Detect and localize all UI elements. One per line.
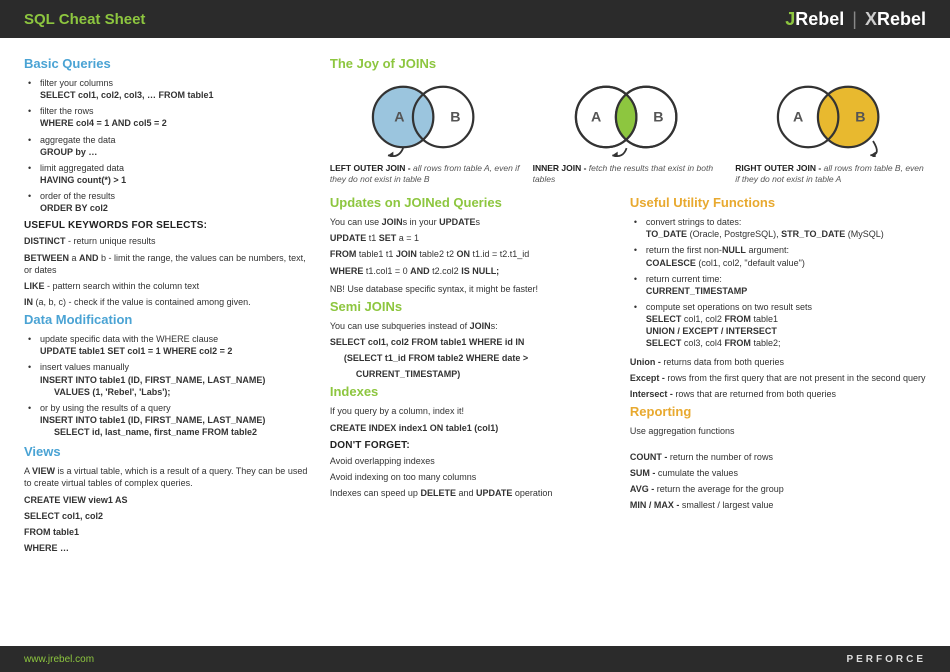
views-code: WHERE …: [24, 542, 308, 554]
views-code: CREATE VIEW view1 AS: [24, 494, 308, 506]
idx-code: CREATE INDEX index1 ON table1 (col1): [330, 422, 612, 434]
brand-separator: |: [852, 9, 857, 30]
kw-in: IN (a, b, c) - check if the value is con…: [24, 296, 308, 308]
updates-p: You can use JOINs in your UPDATEs: [330, 216, 612, 228]
venn-diagram-icon: A B: [735, 77, 926, 157]
venn-diagram-icon: A B: [533, 77, 724, 157]
column-right-block: The Joy of JOINs A B LEFT OUTER JOIN - a…: [330, 52, 926, 630]
brand-xrebel: XRebel: [865, 9, 926, 30]
set-op: Union - returns data from both queries: [630, 356, 926, 368]
venn-diagram-icon: A B: [330, 77, 521, 157]
list-item: insert values manuallyINSERT INTO table1…: [28, 361, 308, 397]
column-middle: Updates on JOINed Queries You can use JO…: [330, 191, 612, 516]
set-op: Intersect - rows that are returned from …: [630, 388, 926, 400]
svg-text:A: A: [591, 109, 601, 125]
list-item: convert strings to dates:TO_DATE (Oracle…: [634, 216, 926, 240]
svg-text:B: B: [856, 109, 866, 125]
content-grid: Basic Queries filter your columnsSELECT …: [0, 38, 950, 638]
list-item: order of the resultsORDER BY col2: [28, 190, 308, 214]
footer-link[interactable]: www.jrebel.com: [24, 654, 94, 665]
semi-code: (SELECT t1_id FROM table2 WHERE date >: [330, 352, 612, 364]
rep-item: SUM - cumulate the values: [630, 467, 926, 479]
list-item: return the first non-NULL argument:COALE…: [634, 244, 926, 268]
venn-inner: A B INNER JOIN - fetch the results that …: [533, 77, 724, 185]
views-code: SELECT col1, col2: [24, 510, 308, 522]
list-item: filter the rowsWHERE col4 = 1 AND col5 =…: [28, 105, 308, 129]
data-mod-list: update specific data with the WHERE clau…: [24, 333, 308, 438]
svg-text:A: A: [793, 109, 803, 125]
kw-like: LIKE - pattern search within the column …: [24, 280, 308, 292]
subheading-useful-keywords: USEFUL KEYWORDS FOR SELECTS:: [24, 220, 308, 231]
updates-nb: NB! Use database specific syntax, it mig…: [330, 283, 612, 295]
rep-item: MIN / MAX - smallest / largest value: [630, 499, 926, 511]
updates-code: UPDATE t1 SET a = 1: [330, 232, 612, 244]
subheading-dont-forget: DON'T FORGET:: [330, 440, 612, 451]
brand-jrebel: JRebel: [785, 9, 844, 30]
rep-item: AVG - return the average for the group: [630, 483, 926, 495]
list-item: compute set operations on two result set…: [634, 301, 926, 350]
list-item: return current time:CURRENT_TIMESTAMP: [634, 273, 926, 297]
heading-views: Views: [24, 444, 308, 459]
idx-p: If you query by a column, index it!: [330, 405, 612, 417]
dont-item: Indexes can speed up DELETE and UPDATE o…: [330, 487, 612, 499]
updates-code: FROM table1 t1 JOIN table2 t2 ON t1.id =…: [330, 248, 612, 260]
semi-code: CURRENT_TIMESTAMP): [330, 368, 612, 380]
svg-text:A: A: [394, 109, 404, 125]
venn-row: A B LEFT OUTER JOIN - all rows from tabl…: [330, 77, 926, 185]
kw-distinct: DISTINCT - return unique results: [24, 235, 308, 247]
heading-semi-joins: Semi JOINs: [330, 299, 612, 314]
footer-bar: www.jrebel.com PERFORCE: [0, 646, 950, 672]
heading-joy-of-joins: The Joy of JOINs: [330, 56, 926, 71]
heading-utility-functions: Useful Utility Functions: [630, 195, 926, 210]
utility-list: convert strings to dates:TO_DATE (Oracle…: [630, 216, 926, 349]
column-left: Basic Queries filter your columnsSELECT …: [24, 52, 308, 630]
venn-left-outer: A B LEFT OUTER JOIN - all rows from tabl…: [330, 77, 521, 185]
semi-code: SELECT col1, col2 FROM table1 WHERE id I…: [330, 336, 612, 348]
page-title: SQL Cheat Sheet: [24, 11, 145, 28]
heading-data-modification: Data Modification: [24, 312, 308, 327]
svg-text:B: B: [450, 109, 460, 125]
rep-p: Use aggregation functions: [630, 425, 926, 437]
venn-caption: RIGHT OUTER JOIN - all rows from table B…: [735, 163, 926, 185]
lower-columns: Updates on JOINed Queries You can use JO…: [330, 191, 926, 516]
list-item: aggregate the dataGROUP by …: [28, 134, 308, 158]
heading-reporting: Reporting: [630, 404, 926, 419]
list-item: or by using the results of a queryINSERT…: [28, 402, 308, 438]
heading-updates-joined: Updates on JOINed Queries: [330, 195, 612, 210]
updates-code: WHERE t1.col1 = 0 AND t2.col2 IS NULL;: [330, 265, 612, 277]
semi-p: You can use subqueries instead of JOINs:: [330, 320, 612, 332]
list-item: limit aggregated dataHAVING count(*) > 1: [28, 162, 308, 186]
views-code: FROM table1: [24, 526, 308, 538]
venn-caption: LEFT OUTER JOIN - all rows from table A,…: [330, 163, 521, 185]
dont-item: Avoid overlapping indexes: [330, 455, 612, 467]
views-desc: A VIEW is a virtual table, which is a re…: [24, 465, 308, 489]
set-op: Except - rows from the first query that …: [630, 372, 926, 384]
footer-company: PERFORCE: [846, 654, 926, 665]
venn-right-outer: A B RIGHT OUTER JOIN - all rows from tab…: [735, 77, 926, 185]
header-bar: SQL Cheat Sheet JRebel | XRebel: [0, 0, 950, 38]
brand-logos: JRebel | XRebel: [785, 9, 926, 30]
rep-item: COUNT - return the number of rows: [630, 451, 926, 463]
column-right: Useful Utility Functions convert strings…: [630, 191, 926, 516]
venn-caption: INNER JOIN - fetch the results that exis…: [533, 163, 724, 185]
kw-between: BETWEEN a AND b - limit the range, the v…: [24, 252, 308, 276]
basic-queries-list: filter your columnsSELECT col1, col2, co…: [24, 77, 308, 214]
heading-basic-queries: Basic Queries: [24, 56, 308, 71]
list-item: update specific data with the WHERE clau…: [28, 333, 308, 357]
dont-item: Avoid indexing on too many columns: [330, 471, 612, 483]
svg-text:B: B: [653, 109, 663, 125]
heading-indexes: Indexes: [330, 384, 612, 399]
list-item: filter your columnsSELECT col1, col2, co…: [28, 77, 308, 101]
